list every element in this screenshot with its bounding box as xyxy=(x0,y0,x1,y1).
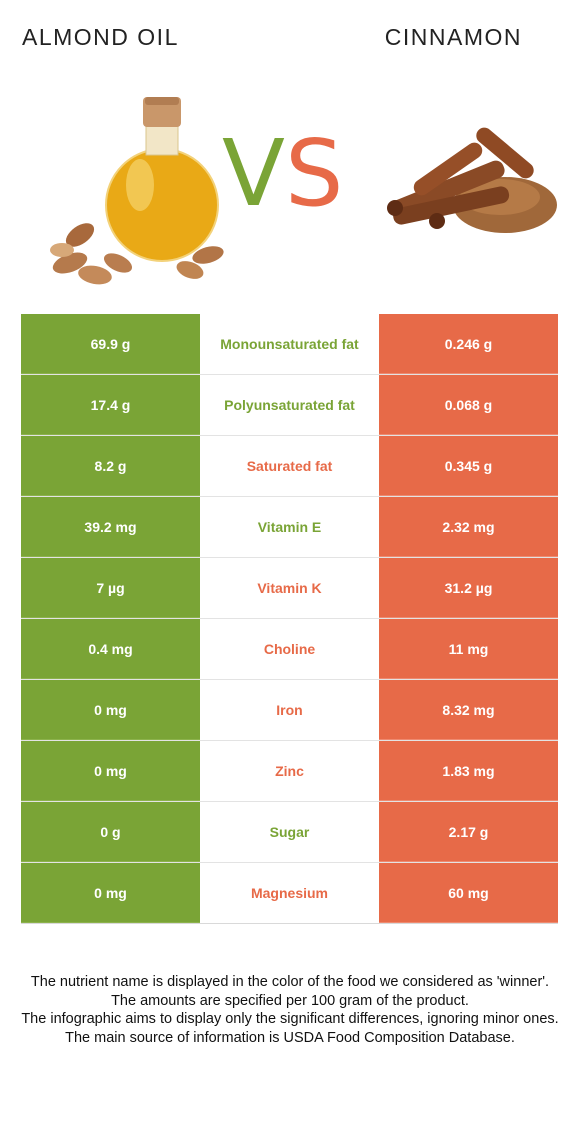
footer-line-winner: The nutrient name is displayed in the co… xyxy=(30,974,550,990)
right-food-value: 2.17 g xyxy=(379,802,558,862)
left-food-value: 8.2 g xyxy=(21,436,200,496)
right-food-title: CINNAMON xyxy=(384,24,522,50)
nutrient-name: Sugar xyxy=(200,802,379,862)
vs-s-letter: S xyxy=(284,120,344,227)
nutrient-name: Monounsaturated fat xyxy=(200,314,379,374)
left-food-title: ALMOND OIL xyxy=(22,24,179,50)
right-food-value: 60 mg xyxy=(379,863,558,923)
left-food-value: 0 mg xyxy=(21,680,200,740)
footer-line-source: The main source of information is USDA F… xyxy=(65,1029,515,1046)
table-row: 0 g Sugar 2.17 g xyxy=(21,802,558,863)
right-food-value: 11 mg xyxy=(379,619,558,679)
right-food-value: 1.83 mg xyxy=(379,741,558,801)
comparison-table: 69.9 g Monounsaturated fat 0.246 g 17.4 g Po… xyxy=(21,314,558,924)
footer-notes: The nutrient name is displayed in the co… xyxy=(16,973,564,1047)
vs-v-letter: V xyxy=(222,120,285,227)
nutrient-name: Magnesium xyxy=(200,863,379,923)
right-food-value: 0.246 g xyxy=(379,314,558,374)
table-row: 0 mg Magnesium 60 mg xyxy=(21,863,558,924)
nutrient-name: Vitamin K xyxy=(200,558,379,618)
left-food-value: 69.9 g xyxy=(21,314,200,374)
nutrient-name: Polyunsaturated fat xyxy=(200,375,379,435)
table-row: 69.9 g Monounsaturated fat 0.246 g xyxy=(21,314,558,375)
left-food-value: 39.2 mg xyxy=(21,497,200,557)
vs-label: VS xyxy=(222,128,343,220)
left-food-value: 0.4 mg xyxy=(21,619,200,679)
left-food-value: 17.4 g xyxy=(21,375,200,435)
table-row: 0 mg Zinc 1.83 mg xyxy=(21,741,558,802)
table-row: 0 mg Iron 8.32 mg xyxy=(21,680,558,741)
footer-line-amounts: The amounts are specified per 100 gram o… xyxy=(111,992,469,1009)
table-row: 17.4 g Polyunsaturated fat 0.068 g xyxy=(21,375,558,436)
right-food-value: 0.068 g xyxy=(379,375,558,435)
right-food-value: 0.345 g xyxy=(379,436,558,496)
left-food-value: 0 mg xyxy=(21,741,200,801)
cinnamon-image xyxy=(387,127,557,233)
table-row: 8.2 g Saturated fat 0.345 g xyxy=(21,436,558,497)
right-food-value: 8.32 mg xyxy=(379,680,558,740)
nutrient-name: Iron xyxy=(200,680,379,740)
table-row: 39.2 mg Vitamin E 2.32 mg xyxy=(21,497,558,558)
footer-line-aim: The infographic aims to display only the… xyxy=(21,1011,559,1027)
nutrient-name: Zinc xyxy=(200,741,379,801)
right-food-value: 2.32 mg xyxy=(379,497,558,557)
left-food-value: 7 µg xyxy=(21,558,200,618)
left-food-value: 0 mg xyxy=(21,863,200,923)
nutrient-name: Choline xyxy=(200,619,379,679)
right-food-value: 31.2 µg xyxy=(379,558,558,618)
nutrient-name: Saturated fat xyxy=(200,436,379,496)
hero-illustration xyxy=(50,97,557,285)
table-row: 7 µg Vitamin K 31.2 µg xyxy=(21,558,558,619)
almond-oil-image xyxy=(50,97,224,285)
left-food-value: 0 g xyxy=(21,802,200,862)
nutrient-name: Vitamin E xyxy=(200,497,379,557)
table-row: 0.4 mg Choline 11 mg xyxy=(21,619,558,680)
